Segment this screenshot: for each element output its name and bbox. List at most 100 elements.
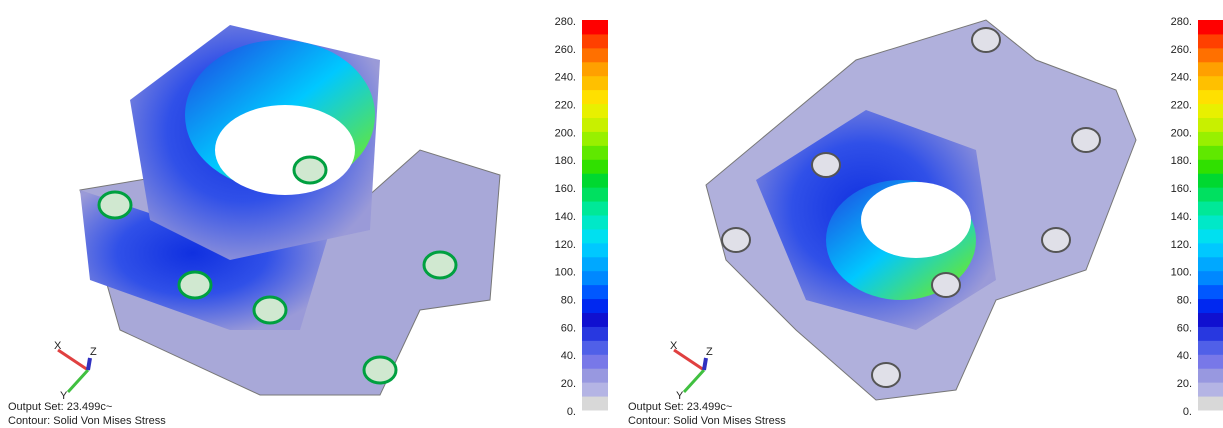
colorbar-band [582,48,608,62]
colorbar-band [1198,257,1223,271]
triad-x-label: X [670,340,678,352]
colorbar-band [582,159,608,173]
triad-z-label: Z [706,346,713,358]
legend-label: 180. [555,155,576,167]
triad-y [684,370,704,392]
colorbar-band [582,299,608,313]
triad-z-label: Z [90,346,97,358]
output-set: Output Set: 23.499c~ [628,401,732,413]
colorbar-band [582,285,608,299]
colorbar-band [582,131,608,145]
legend-label: 200. [555,127,576,139]
legend-label: 40. [1177,350,1192,362]
legend-label: 220. [555,99,576,111]
output-set: Output Set: 23.499c~ [8,401,112,413]
legend-label: 120. [555,239,576,251]
hole [424,252,456,278]
colorbar-band [582,257,608,271]
colorbar-band [1198,118,1223,132]
colorbar-band [582,326,608,340]
colorbar-band [1198,90,1223,104]
bore-hole [215,105,355,195]
hole [254,297,286,323]
colorbar-band [1198,62,1223,76]
hole [364,357,396,383]
colorbar-band [582,34,608,48]
triad-x-label: X [54,340,62,352]
legend-label: 0. [1183,406,1192,418]
colorbar-band [582,62,608,76]
colorbar-band [1198,215,1223,229]
hole [932,273,960,297]
legend-label: 180. [1171,155,1192,167]
colorbar-band [1198,20,1223,34]
hole [294,157,326,183]
legend-label: 280. [1171,16,1192,28]
triad-z [88,358,90,370]
colorbar-band [582,173,608,187]
legend-label: 80. [561,294,576,306]
colorbar-band [1198,104,1223,118]
legend-label: 220. [1171,99,1192,111]
legend-label: 100. [555,267,576,279]
triad-z [704,358,706,370]
screen: 280. 260. 240. 220. 200. 180. 160. 140. 120. 100.… [0,0,1223,428]
colorbar-band [1198,299,1223,313]
colorbar-band [1198,145,1223,159]
colorbar-band [582,382,608,396]
colorbar-band [582,243,608,257]
legend-label: 140. [1171,211,1192,223]
colorbar-band [1198,368,1223,382]
colorbar-band [582,340,608,354]
legend-label: 0. [567,406,576,418]
colorbar-band [582,90,608,104]
hole [179,272,211,298]
colorbar-band [1198,48,1223,62]
panel: 280.260.240.220.200.180.160.140.120.100.… [628,16,1223,427]
legend-label: 160. [555,183,576,195]
colorbar-band [1198,131,1223,145]
colorbar-band [582,201,608,215]
legend-label: 80. [1177,294,1192,306]
hole [872,363,900,387]
hole [972,28,1000,52]
hole [1072,128,1100,152]
colorbar-band [582,76,608,90]
hole [812,153,840,177]
legend-label: 240. [555,72,576,84]
legend-label: 260. [555,44,576,56]
legend-label: 40. [561,350,576,362]
colorbar-band [1198,159,1223,173]
bore-hole [861,182,971,258]
legend-label: 160. [1171,183,1192,195]
colorbar-band [1198,313,1223,327]
colorbar-band [582,187,608,201]
colorbar-band [582,229,608,243]
colorbar-band [1198,34,1223,48]
colorbar-band [1198,187,1223,201]
colorbar-band [1198,271,1223,285]
colorbar-band [1198,396,1223,410]
colorbar-band [582,118,608,132]
legend-label: 20. [1177,378,1192,390]
triad-x [58,350,88,370]
contour-label: Contour: Solid Von Mises Stress [8,415,166,427]
colorbar-band [582,354,608,368]
legend-label: 200. [1171,127,1192,139]
legend-label: 280. [555,16,576,28]
colorbar-band [1198,340,1223,354]
hole [1042,228,1070,252]
colorbar-band [1198,243,1223,257]
triad-x [674,350,704,370]
colorbar-band [582,313,608,327]
contour-label: Contour: Solid Von Mises Stress [628,415,786,427]
colorbar-band [582,368,608,382]
colorbar-band [582,271,608,285]
colorbar-band [582,145,608,159]
colorbar-band [1198,229,1223,243]
legend-label: 60. [1177,322,1192,334]
colorbar-band [1198,201,1223,215]
colorbar-band [1198,173,1223,187]
hole [722,228,750,252]
triad-y [68,370,88,392]
